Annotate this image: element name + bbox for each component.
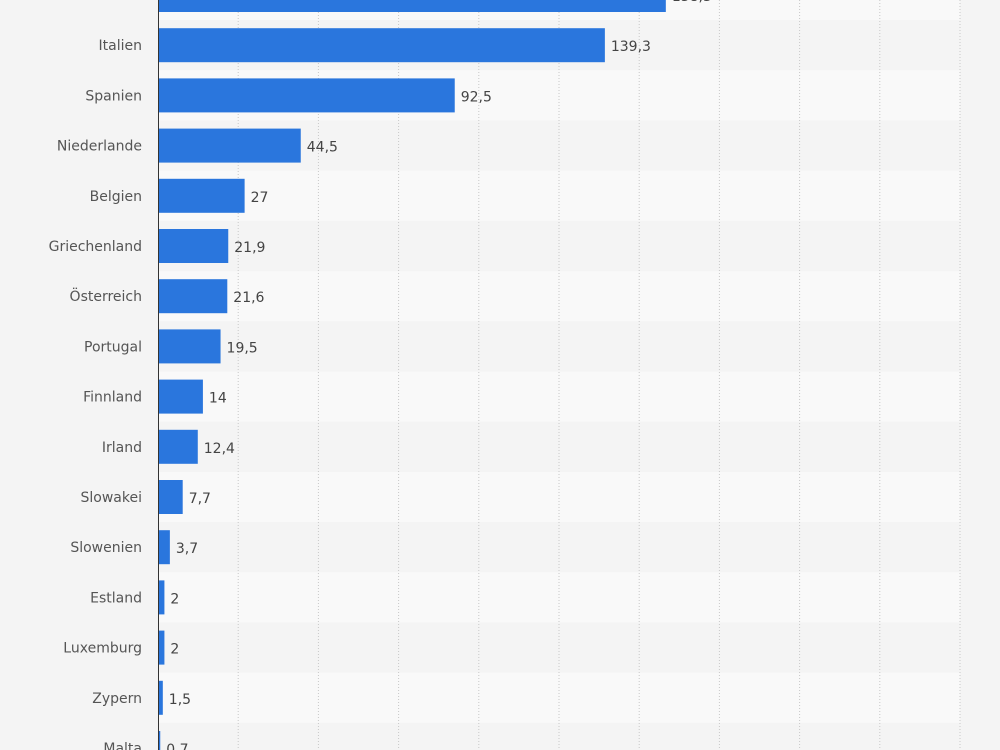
value-label: 21,9 xyxy=(234,240,265,256)
bar xyxy=(158,379,203,414)
category-label: Slowakei xyxy=(81,490,142,506)
category-label: Finnland xyxy=(83,390,142,406)
category-labels: Italien Spanien Niederlande Belgien Griechen… xyxy=(49,38,142,750)
bar xyxy=(158,580,165,615)
row-band xyxy=(158,421,960,472)
bar xyxy=(158,480,183,514)
value-label: 14 xyxy=(209,391,227,407)
bar xyxy=(158,329,221,364)
category-label: Slowenien xyxy=(70,540,142,556)
bars xyxy=(158,0,666,750)
value-label: 158,3 xyxy=(672,0,712,5)
row-band xyxy=(158,471,960,523)
bar xyxy=(158,178,245,213)
bar xyxy=(158,0,666,12)
bar xyxy=(158,630,165,665)
value-label: 19,5 xyxy=(227,340,258,356)
bar xyxy=(158,128,301,163)
value-label: 139,3 xyxy=(611,39,651,55)
value-label: 3,7 xyxy=(176,541,198,557)
category-label: Estland xyxy=(90,590,142,606)
bar xyxy=(158,429,198,464)
value-label: 2 xyxy=(170,591,179,607)
category-label: Griechenland xyxy=(49,239,142,255)
category-label: Spanien xyxy=(85,88,142,104)
bar xyxy=(158,78,455,113)
bar xyxy=(158,28,605,63)
row-band xyxy=(158,271,960,322)
bar xyxy=(158,680,163,715)
category-label: Luxemburg xyxy=(63,641,142,657)
row-band xyxy=(158,672,960,723)
row-band xyxy=(158,722,960,750)
category-label: Malta xyxy=(103,741,142,750)
value-label: 2 xyxy=(170,642,179,658)
bar xyxy=(158,530,170,565)
value-label: 1,5 xyxy=(169,692,191,708)
value-label: 21,6 xyxy=(233,290,264,306)
category-label: Belgien xyxy=(90,189,142,205)
value-label: 44,5 xyxy=(307,140,338,156)
value-label: 92,5 xyxy=(461,89,492,105)
category-label: Irland xyxy=(102,440,142,456)
grid-lines xyxy=(237,0,961,750)
category-label: Portugal xyxy=(84,339,142,355)
bar xyxy=(158,229,229,263)
bar xyxy=(158,731,161,750)
value-label: 12,4 xyxy=(204,441,235,457)
row-band xyxy=(158,522,960,573)
value-label: 27 xyxy=(251,190,269,206)
category-label: Niederlande xyxy=(57,139,142,155)
value-labels: 158,3 139,3 92,5 44,5 27 21,9 21,6 19,5 14 12,4 7,… xyxy=(166,0,712,750)
value-label: 7,7 xyxy=(189,491,211,507)
bar xyxy=(158,279,228,314)
category-label: Österreich xyxy=(70,287,142,305)
category-label: Zypern xyxy=(92,691,142,707)
category-label: Italien xyxy=(99,38,142,54)
value-label: 0,7 xyxy=(166,742,188,750)
